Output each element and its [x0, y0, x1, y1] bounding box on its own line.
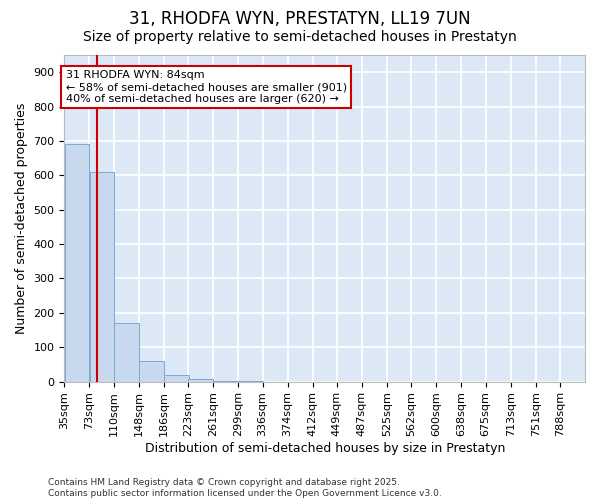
Text: 31 RHODFA WYN: 84sqm
← 58% of semi-detached houses are smaller (901)
40% of semi: 31 RHODFA WYN: 84sqm ← 58% of semi-detac…	[66, 70, 347, 104]
Bar	[139, 361, 164, 382]
Text: Size of property relative to semi-detached houses in Prestatyn: Size of property relative to semi-detach…	[83, 30, 517, 44]
X-axis label: Distribution of semi-detached houses by size in Prestatyn: Distribution of semi-detached houses by …	[145, 442, 505, 455]
Bar	[89, 172, 114, 382]
Bar	[164, 376, 188, 382]
Bar	[65, 144, 89, 382]
Bar	[188, 379, 213, 382]
Y-axis label: Number of semi-detached properties: Number of semi-detached properties	[15, 102, 28, 334]
Text: Contains HM Land Registry data © Crown copyright and database right 2025.
Contai: Contains HM Land Registry data © Crown c…	[48, 478, 442, 498]
Bar	[214, 381, 238, 382]
Bar	[114, 323, 139, 382]
Text: 31, RHODFA WYN, PRESTATYN, LL19 7UN: 31, RHODFA WYN, PRESTATYN, LL19 7UN	[129, 10, 471, 28]
